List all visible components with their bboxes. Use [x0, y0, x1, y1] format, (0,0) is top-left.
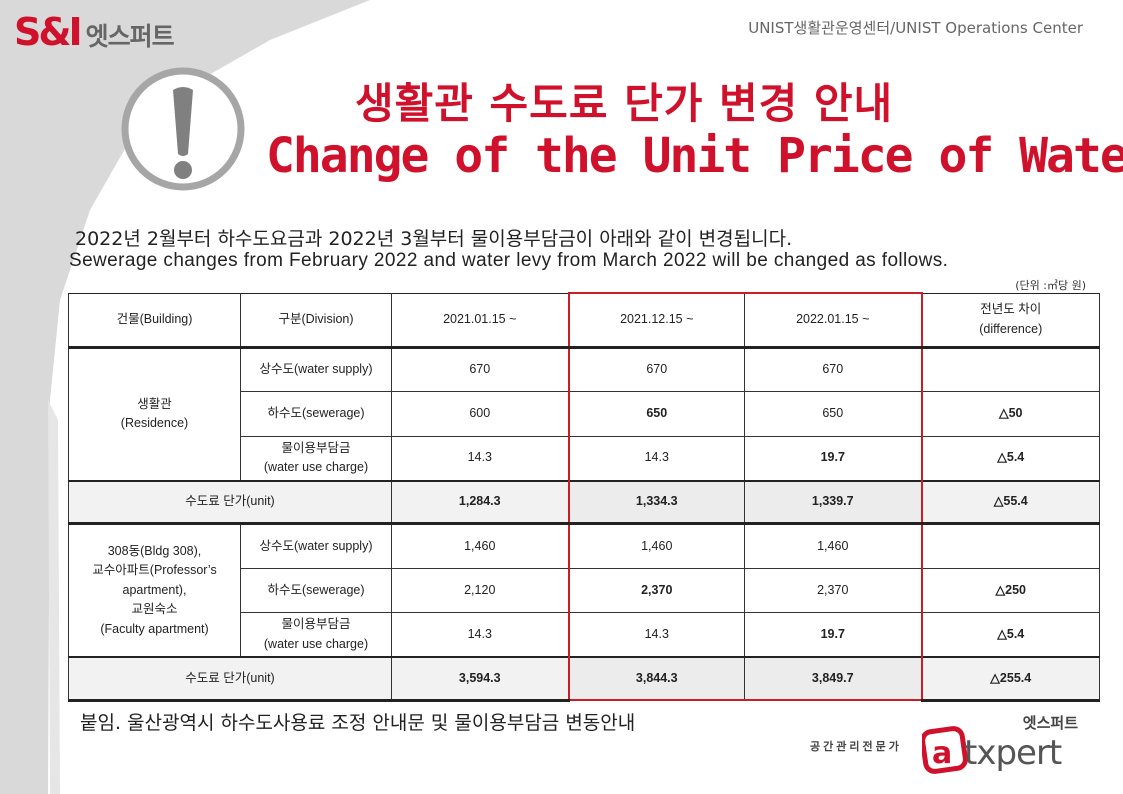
header-date-3: 2022.01.15 ~: [744, 292, 923, 349]
difference-cell: [921, 523, 1100, 569]
table-header-row: 건물(Building) 구분(Division) 2021.01.15 ~ 2…: [68, 292, 1100, 349]
header-difference-en: (difference): [979, 321, 1043, 336]
warning-icon: [121, 67, 245, 191]
organization-name: UNIST생활관운영센터/UNIST Operations Center: [748, 19, 1083, 37]
building-residence-ko: 생활관: [137, 396, 172, 411]
unit-label: 수도료 단가(unit): [68, 656, 392, 702]
division-ko: 물이용부담금: [281, 617, 351, 632]
brand-tagline: 공간관리전문가: [810, 740, 902, 753]
table-row: 생활관 (Residence) 상수도(water supply) 670 67…: [68, 346, 1100, 481]
table-row: 물이용부담금 (water use charge) 14.3 14.3 19.7…: [69, 435, 1100, 481]
division-cell: 상수도(water supply): [240, 523, 392, 569]
page-title-english: Change of the Unit Price of Water: [266, 128, 1123, 184]
header-date-1: 2021.01.15 ~: [391, 292, 569, 349]
value-cell: 2,370: [744, 567, 923, 613]
value-cell: 650: [567, 391, 745, 437]
unit-total-row: 수도료 단가(unit) 1,284.3 1,334.3 1,339.7 △55…: [68, 479, 1100, 525]
header-division: 구분(Division): [240, 292, 392, 349]
value-cell: 2,120: [391, 567, 569, 613]
logo-text: 엣스퍼트: [85, 22, 175, 51]
header-date-2: 2021.12.15 ~: [567, 292, 745, 349]
value-cell: 670: [567, 346, 745, 392]
building-faculty-line: apartment),: [122, 582, 187, 597]
value-cell: 14.3: [567, 435, 745, 481]
header-difference-ko: 전년도 차이: [980, 302, 1042, 317]
table-row: 308동(Bldg 308), 교수아파트(Professor’s apartm…: [68, 523, 1100, 658]
intro-english: Sewerage changes from February 2022 and …: [69, 250, 949, 271]
value-cell: 1,460: [744, 523, 923, 569]
division-cell: 하수도(sewerage): [240, 567, 392, 613]
table-row: 하수도(sewerage) 2,120 2,370 2,370 △250: [69, 567, 1100, 613]
building-residence: 생활관 (Residence): [68, 346, 241, 481]
difference-cell: △5.4: [921, 435, 1100, 481]
unit-difference: △255.4: [921, 656, 1100, 702]
building-faculty-line: 교원숙소: [131, 602, 178, 617]
header-difference: 전년도 차이 (difference): [921, 292, 1100, 349]
difference-cell: △5.4: [921, 612, 1100, 658]
division-cell: 물이용부담금 (water use charge): [240, 612, 392, 658]
unit-note: (단위 :㎥당 원): [1015, 279, 1086, 292]
value-cell: 2,370: [567, 567, 745, 613]
building-faculty: 308동(Bldg 308), 교수아파트(Professor’s apartm…: [68, 523, 241, 658]
unit-value: 3,594.3: [391, 656, 569, 702]
unit-value: 1,284.3: [391, 479, 569, 525]
value-cell: 19.7: [744, 612, 923, 658]
unit-difference: △55.4: [921, 479, 1100, 525]
svg-text:txpert: txpert: [964, 733, 1062, 773]
value-cell: 670: [391, 346, 569, 392]
value-cell: 1,460: [391, 523, 569, 569]
value-cell: 650: [744, 391, 923, 437]
division-cell: 물이용부담금 (water use charge): [240, 435, 392, 481]
company-logo: S&I 엣스퍼트: [14, 10, 175, 54]
page-title-korean: 생활관 수도료 단가 변경 안내: [355, 79, 894, 128]
difference-cell: [921, 346, 1100, 392]
division-ko: 물이용부담금: [281, 440, 351, 455]
brand-korean-name: 엣스퍼트: [1022, 714, 1078, 732]
unit-label: 수도료 단가(unit): [68, 479, 392, 525]
division-en: (water use charge): [263, 460, 369, 474]
atxpert-logo: a txpert: [922, 726, 1063, 774]
water-price-table: 건물(Building) 구분(Division) 2021.01.15 ~ 2…: [68, 292, 1100, 702]
value-cell: 600: [391, 391, 569, 437]
unit-value: 3,844.3: [567, 656, 745, 701]
difference-cell: △50: [921, 391, 1100, 437]
value-cell: 14.3: [391, 612, 569, 658]
value-cell: 14.3: [391, 435, 569, 481]
value-cell: 670: [744, 346, 923, 392]
building-residence-en: (Residence): [120, 416, 189, 430]
difference-cell: △250: [921, 567, 1100, 613]
value-cell: 19.7: [744, 435, 923, 481]
building-faculty-line: 308동(Bldg 308),: [107, 544, 202, 559]
value-cell: 1,460: [567, 523, 745, 569]
unit-value: 1,339.7: [744, 479, 923, 525]
header-building: 건물(Building): [68, 292, 241, 349]
unit-value: 1,334.3: [567, 479, 745, 525]
intro-korean: 2022년 2월부터 하수도요금과 2022년 3월부터 물이용부담금이 아래와…: [75, 228, 793, 250]
attachment-note: 붙임. 울산광역시 하수도사용료 조정 안내문 및 물이용부담금 변동안내: [80, 712, 636, 734]
building-faculty-line: (Faculty apartment): [100, 621, 209, 636]
brand-footer: 공간관리전문가 엣스퍼트 a txpert: [810, 712, 1080, 782]
table-row: 하수도(sewerage) 600 650 650 △50: [69, 391, 1100, 437]
building-faculty-line: 교수아파트(Professor’s: [92, 563, 217, 578]
division-cell: 상수도(water supply): [240, 346, 392, 392]
unit-value: 3,849.7: [744, 656, 923, 701]
unit-total-row: 수도료 단가(unit) 3,594.3 3,844.3 3,849.7 △25…: [68, 656, 1100, 702]
value-cell: 14.3: [567, 612, 745, 658]
division-en: (water use charge): [263, 636, 369, 651]
logo-mark: S&I: [14, 10, 83, 54]
division-cell: 하수도(sewerage): [240, 391, 392, 437]
svg-text:a: a: [932, 736, 952, 771]
